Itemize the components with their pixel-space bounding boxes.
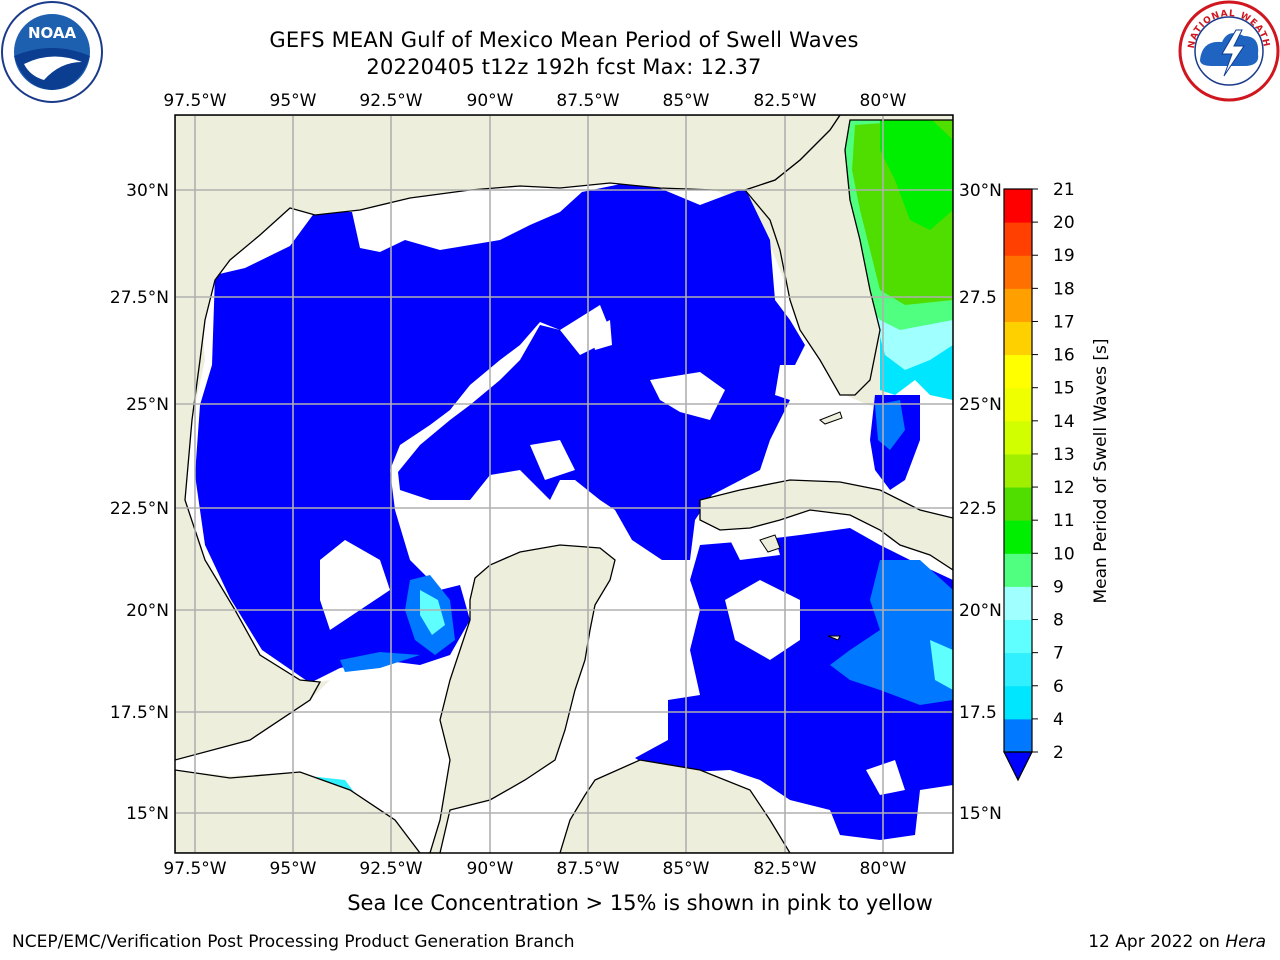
- colorbar-segment: [1004, 321, 1032, 356]
- sea-ice-note: Sea Ice Concentration > 15% is shown in …: [347, 891, 933, 915]
- colorbar-segment: [1004, 387, 1032, 422]
- chart-subtitle: 20220405 t12z 192h fcst Max: 12.37: [366, 55, 762, 79]
- footer-date-text: 12 Apr 2022 on: [1088, 932, 1226, 952]
- lat-labels-right: 30°N 27.5 25°N 22.5 20°N 17.5 15°N: [959, 181, 1002, 824]
- colorbar-tick-label: 2: [1053, 743, 1064, 763]
- lat-label-left: 15°N: [126, 804, 169, 824]
- colorbar-segment: [1004, 586, 1032, 621]
- noaa-logo-text: NOAA: [28, 24, 77, 42]
- colorbar-tick-label: 15: [1053, 379, 1075, 399]
- lat-label-right: 20°N: [959, 601, 1002, 621]
- footer-host: Hera: [1225, 932, 1266, 952]
- colorbar-segment: [1004, 685, 1032, 720]
- lon-label-bottom: 92.5°W: [359, 859, 422, 879]
- colorbar-segment: [1004, 222, 1032, 256]
- footer-date: 12 Apr 2022 on Hera: [1088, 932, 1266, 952]
- map-panel: [175, 115, 953, 853]
- islands: [759, 411, 843, 641]
- lon-label-bottom: 85°W: [663, 859, 710, 879]
- lon-label-top: 90°W: [467, 91, 514, 111]
- colorbar: 2 4 6 7 8 9 10 11 12 13 14 15 16 17 18 19 20 21 Mean Peri…: [1003, 180, 1111, 782]
- lat-label-right: 17.5: [959, 703, 997, 723]
- colorbar-segment: [1004, 718, 1032, 753]
- lat-label-right: 30°N: [959, 181, 1002, 201]
- colorbar-tick-label: 6: [1053, 677, 1064, 697]
- colorbar-frame: [1003, 188, 1033, 753]
- colorbar-segment: [1004, 487, 1032, 521]
- colorbar-segment: [1004, 553, 1032, 587]
- colorbar-label: Mean Period of Swell Waves [s]: [1091, 339, 1111, 604]
- colorbar-segment: [1004, 420, 1032, 455]
- lat-label-left: 25°N: [126, 395, 169, 415]
- lon-labels-bottom: 97.5°W 95°W 92.5°W 90°W 87.5°W 85°W 82.5…: [163, 859, 906, 879]
- chart-title: GEFS MEAN Gulf of Mexico Mean Period of …: [269, 28, 859, 52]
- noaa-logo: NOAA: [1, 1, 103, 103]
- cuba: [699, 479, 953, 571]
- lon-label-bottom: 80°W: [860, 859, 907, 879]
- colorbar-segment: [1004, 255, 1032, 289]
- land-masses: [175, 115, 953, 853]
- lon-label-top: 92.5°W: [359, 91, 422, 111]
- lat-label-left: 27.5°N: [110, 288, 169, 308]
- lat-labels-left: 30°N 27.5°N 25°N 22.5°N 20°N 17.5°N 15°N: [110, 181, 169, 824]
- lat-label-right: 27.5: [959, 288, 997, 308]
- colorbar-segment: [1004, 520, 1032, 554]
- colorbar-segments: [1004, 189, 1032, 753]
- colorbar-tick-label: 18: [1053, 279, 1075, 299]
- swell-field-gaps: [320, 320, 905, 795]
- central-america: [559, 759, 791, 853]
- map-frame: [174, 114, 954, 854]
- lon-label-top: 82.5°W: [753, 91, 816, 111]
- colorbar-tick-label: 14: [1053, 412, 1075, 432]
- colorbar-segment: [1004, 652, 1032, 687]
- lon-label-top: 80°W: [860, 91, 907, 111]
- lat-label-right: 25°N: [959, 395, 1002, 415]
- lat-label-left: 22.5°N: [110, 499, 169, 519]
- lat-label-left: 30°N: [126, 181, 169, 201]
- lon-labels-top: 97.5°W 95°W 92.5°W 90°W 87.5°W 85°W 82.5…: [163, 91, 906, 111]
- colorbar-tick-label: 12: [1053, 478, 1075, 498]
- lon-label-top: 97.5°W: [163, 91, 226, 111]
- colorbar-segment: [1004, 288, 1032, 322]
- colorbar-tick-label: 20: [1053, 213, 1075, 233]
- swell-field-8s: [420, 590, 953, 690]
- lon-label-top: 85°W: [663, 91, 710, 111]
- colorbar-tick-label: 21: [1053, 180, 1075, 200]
- lon-label-top: 87.5°W: [556, 91, 619, 111]
- nws-logo: NATIONAL WEATHER SERVICE: [1178, 0, 1280, 102]
- lat-label-right: 15°N: [959, 804, 1002, 824]
- colorbar-ticks: 2 4 6 7 8 9 10 11 12 13 14 15 16 17 18 19 20 21: [1032, 180, 1075, 763]
- colorbar-tick-label: 10: [1053, 544, 1075, 564]
- lon-label-bottom: 90°W: [467, 859, 514, 879]
- colorbar-tick-label: 19: [1053, 246, 1075, 266]
- colorbar-tick-label: 16: [1053, 346, 1075, 366]
- colorbar-tick-label: 4: [1053, 710, 1064, 730]
- colorbar-tick-label: 13: [1053, 445, 1075, 465]
- colorbar-tick-label: 7: [1053, 644, 1064, 664]
- colorbar-segment: [1004, 619, 1032, 654]
- lon-label-bottom: 95°W: [270, 859, 317, 879]
- colorbar-segment: [1004, 354, 1032, 389]
- lon-label-bottom: 97.5°W: [163, 859, 226, 879]
- colorbar-segment: [1004, 189, 1032, 223]
- colorbar-extend-arrow: [1003, 751, 1033, 782]
- lon-label-bottom: 87.5°W: [556, 859, 619, 879]
- atlantic-swell: [835, 115, 953, 400]
- colorbar-tick-label: 11: [1053, 511, 1075, 531]
- lon-label-bottom: 82.5°W: [753, 859, 816, 879]
- colorbar-segment: [1004, 453, 1032, 488]
- colorbar-tick-label: 9: [1053, 577, 1064, 597]
- footer-credit: NCEP/EMC/Verification Post Processing Pr…: [12, 932, 575, 952]
- lon-label-top: 95°W: [270, 91, 317, 111]
- lat-label-left: 20°N: [126, 601, 169, 621]
- graticule: [175, 115, 953, 853]
- lat-label-left: 17.5°N: [110, 703, 169, 723]
- colorbar-tick-label: 8: [1053, 611, 1064, 631]
- lat-label-right: 22.5: [959, 499, 997, 519]
- yucatan-peninsula: [175, 544, 616, 853]
- colorbar-tick-label: 17: [1053, 312, 1075, 332]
